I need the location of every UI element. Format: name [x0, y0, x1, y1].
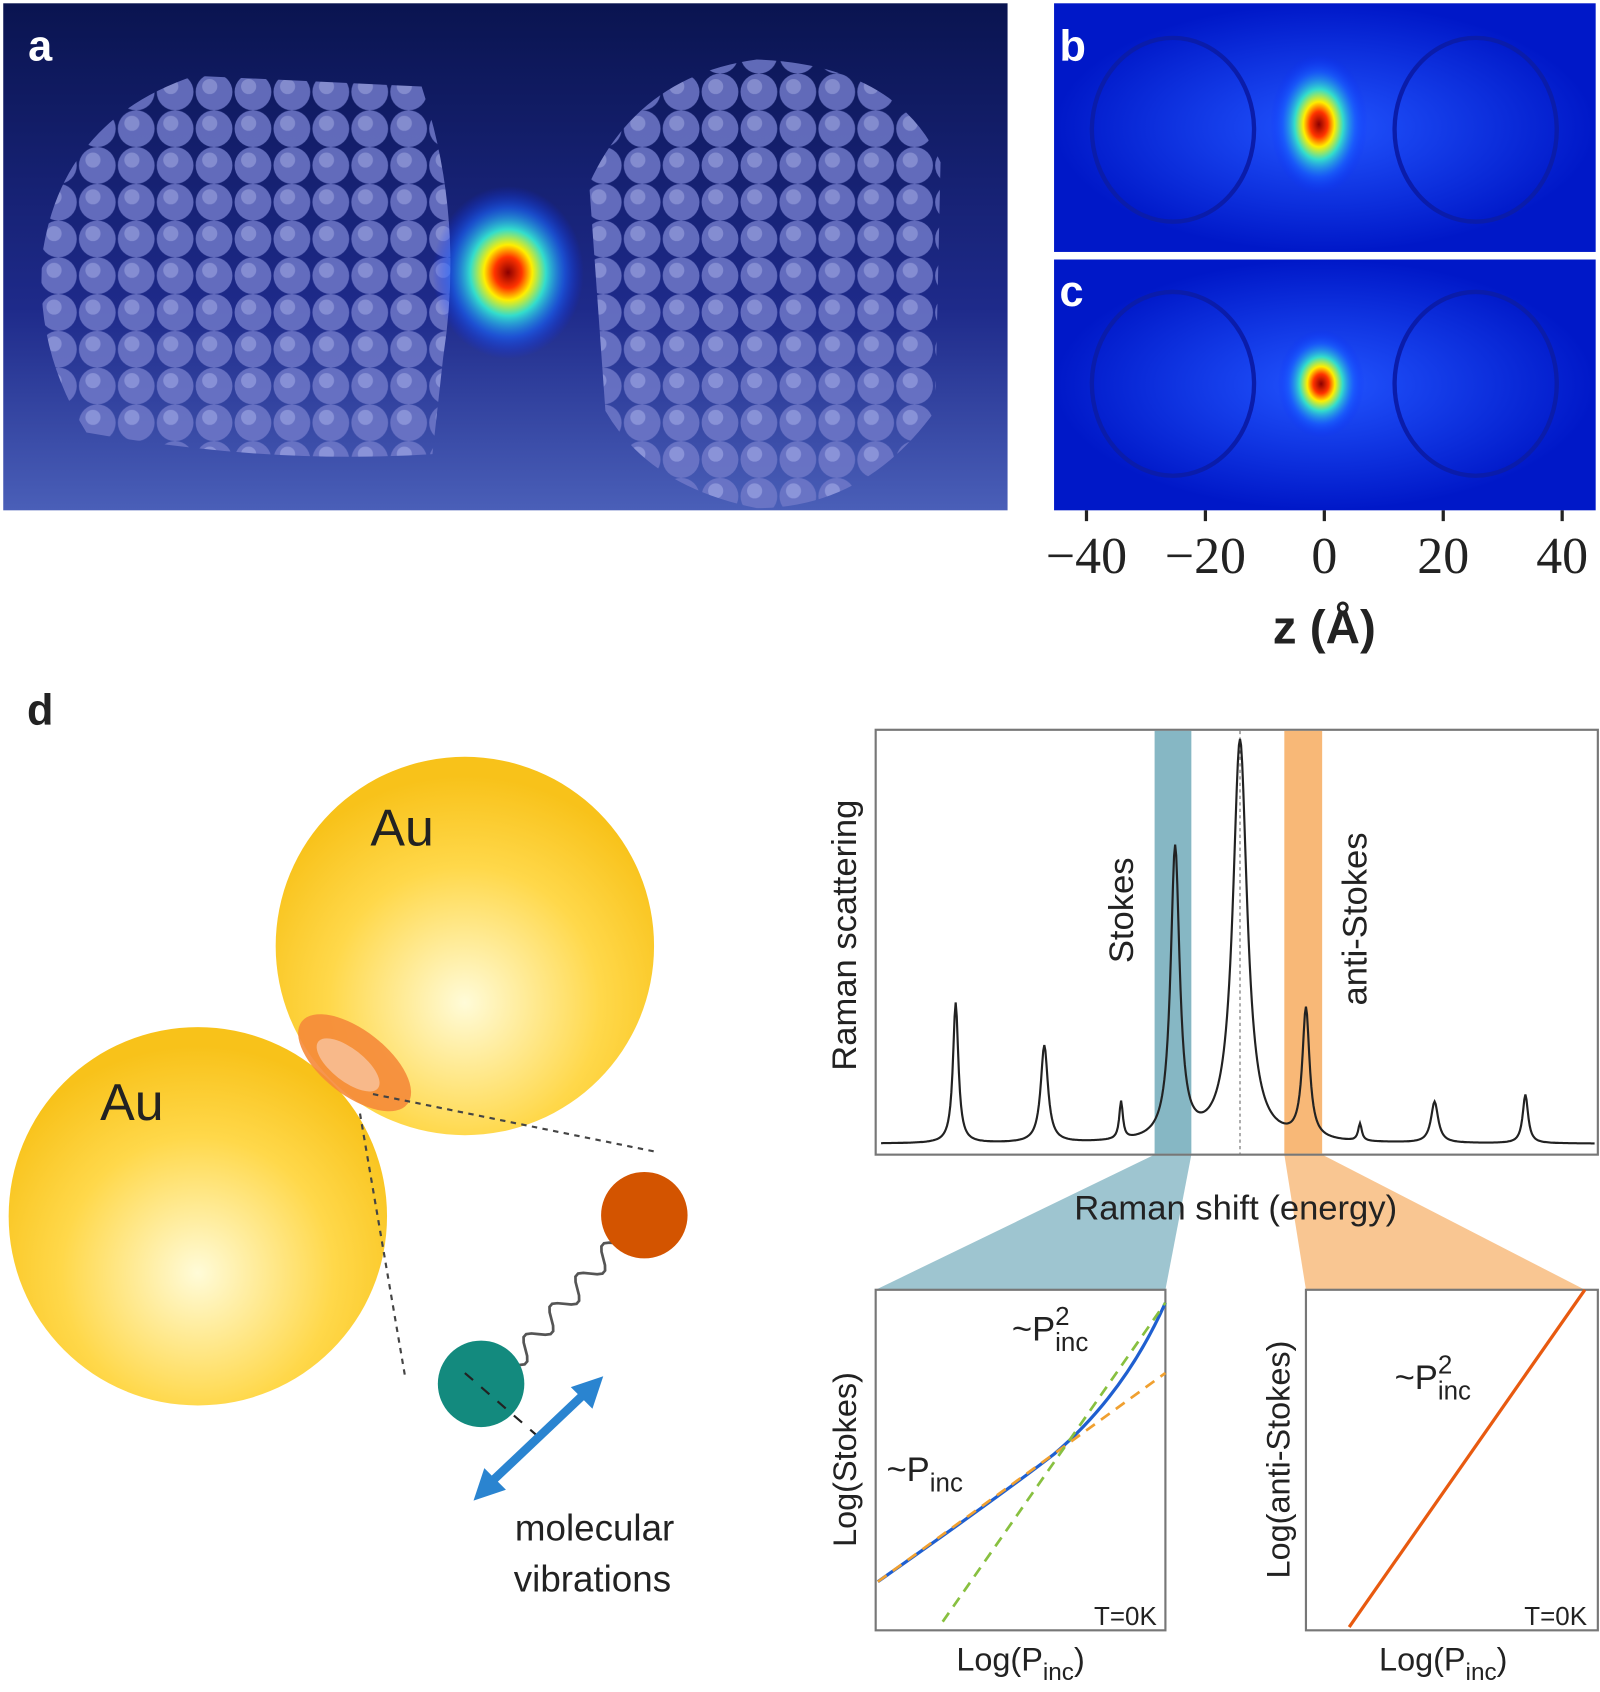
axis-label: Log(Stokes) — [827, 1372, 863, 1547]
x-tick-label: 0 — [1311, 528, 1337, 585]
gold-particle — [8, 1027, 388, 1406]
note: T=0K — [1524, 1603, 1587, 1631]
annotation: ~P — [1012, 1311, 1055, 1349]
panel-label: a — [28, 23, 53, 71]
stokes-curve — [876, 1302, 1167, 1584]
annotation: ) — [1074, 1641, 1085, 1677]
stokes-band — [1154, 730, 1192, 1154]
annotation: Log(P — [956, 1641, 1043, 1677]
annotation: ~P — [1395, 1359, 1438, 1397]
panel-label: d — [27, 686, 53, 734]
superscript: 2 — [1055, 1303, 1069, 1331]
note: T=0K — [1094, 1603, 1157, 1631]
stokes-plot-frame — [874, 1288, 1167, 1632]
caption: vibrations — [514, 1558, 671, 1599]
superscript: 2 — [1438, 1352, 1452, 1380]
annotation: ~P — [886, 1451, 929, 1489]
x-tick-label: 20 — [1417, 528, 1469, 585]
anti-stokes-band — [1284, 730, 1323, 1154]
subscript: inc — [1043, 1659, 1074, 1686]
hotspot — [432, 186, 584, 359]
axis-label: Log(anti-Stokes) — [1261, 1341, 1297, 1579]
panel-label: c — [1059, 268, 1083, 316]
nanoparticle — [41, 75, 451, 457]
x-tick-label: 40 — [1536, 528, 1588, 585]
axis-label: z (Å) — [1273, 600, 1376, 654]
axis-label: Raman shift (energy) — [1074, 1190, 1397, 1228]
atom — [437, 1340, 525, 1428]
hotspot — [1270, 54, 1368, 195]
hotspot — [1277, 329, 1365, 438]
subscript: inc — [1466, 1659, 1497, 1686]
subscript: inc — [1055, 1329, 1088, 1357]
x-tick-label: −20 — [1165, 528, 1246, 585]
spectrum-line — [881, 738, 1595, 1145]
anti-stokes-plot-frame — [1304, 1288, 1599, 1632]
subscript: inc — [930, 1470, 963, 1498]
nanoparticle — [589, 59, 941, 509]
subscript: inc — [1438, 1378, 1471, 1406]
spring — [512, 1241, 617, 1367]
annotation: ) — [1497, 1641, 1508, 1677]
axis-label: Raman scattering — [826, 800, 864, 1071]
particle-label: Au — [370, 798, 433, 856]
peak-label: anti-Stokes — [1336, 832, 1374, 1005]
annotation: Log(P — [1379, 1641, 1466, 1677]
caption: molecular — [515, 1508, 674, 1549]
x-tick-label: −40 — [1046, 528, 1127, 585]
anti-stokes-line — [1347, 1288, 1587, 1629]
particle-label: Au — [100, 1073, 163, 1131]
peak-label: Stokes — [1103, 857, 1141, 963]
panel-label: b — [1059, 23, 1085, 71]
atom — [601, 1171, 688, 1259]
